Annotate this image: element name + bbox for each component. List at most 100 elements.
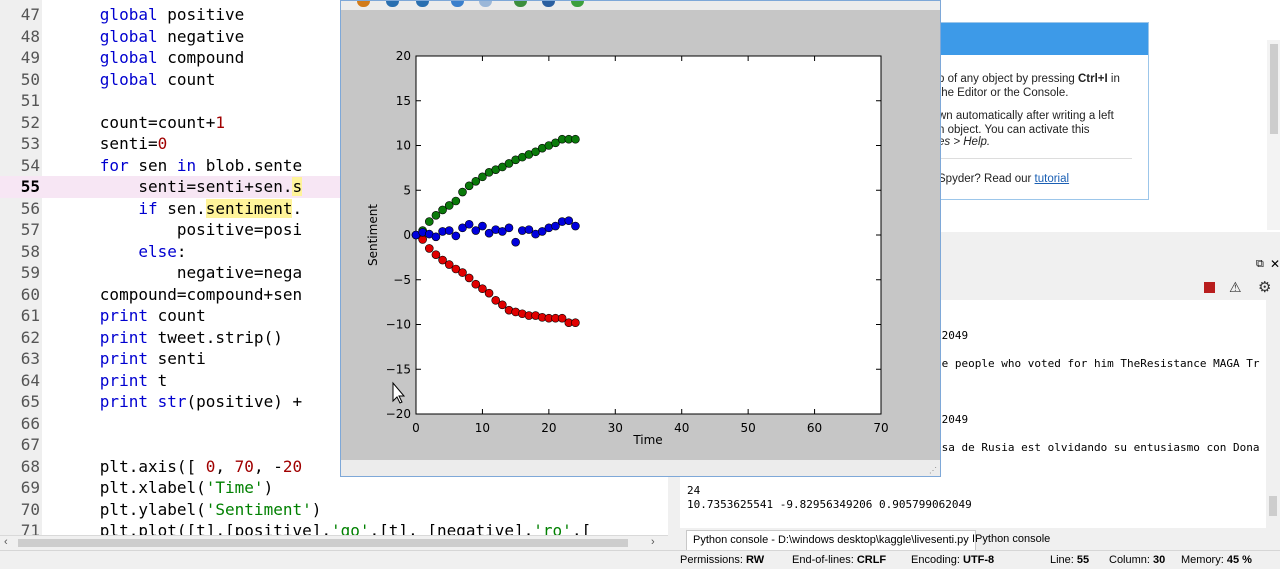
code-line[interactable]: 62 print tweet.strip(): [0, 327, 668, 349]
code-text: negative=nega: [42, 262, 302, 284]
status-permissions: Permissions: RW: [680, 554, 765, 566]
compound-point: [524, 225, 534, 234]
scrollbar-thumb[interactable]: [1269, 496, 1277, 516]
code-token: [42, 371, 100, 390]
code-token: global: [99, 5, 158, 24]
undock-icon[interactable]: ⧉: [1256, 258, 1264, 270]
help-scrollbar[interactable]: [1267, 40, 1280, 230]
code-token: 'Sentiment': [205, 499, 312, 519]
code-token: in: [176, 155, 197, 175]
code-line[interactable]: 50 global count: [0, 69, 668, 91]
code-line[interactable]: 56 if sen.sentiment.: [0, 198, 668, 220]
positive-point: [471, 177, 481, 186]
scrollbar-thumb[interactable]: [1270, 44, 1278, 134]
zoom-icon[interactable]: [479, 1, 492, 7]
code-line[interactable]: 66: [0, 413, 668, 435]
scroll-right-icon[interactable]: ›: [651, 536, 655, 548]
code-text: print tweet.strip(): [42, 327, 283, 349]
code-line[interactable]: 57 positive=posi: [0, 219, 668, 241]
compound-point: [551, 221, 560, 231]
warning-icon[interactable]: ⚠: [1229, 279, 1242, 295]
negative-point: [557, 313, 567, 323]
positive-point: [571, 134, 580, 144]
y-tick-label: 15: [396, 94, 411, 108]
code-line[interactable]: 48 global negative: [0, 26, 668, 48]
close-pane-icon[interactable]: ✕: [1270, 257, 1280, 271]
code-line[interactable]: 70 plt.ylabel('Sentiment'): [0, 499, 668, 521]
code-line[interactable]: 69 plt.xlabel('Time'): [0, 477, 668, 499]
code-token: compound: [157, 48, 245, 67]
code-text: senti=0: [42, 133, 167, 155]
home-icon[interactable]: [357, 1, 370, 7]
code-token: print: [99, 392, 148, 411]
code-token: count: [157, 69, 216, 89]
y-tick-label: −5: [393, 273, 411, 287]
line-number: 49: [20, 48, 40, 67]
code-line[interactable]: 64 print t: [0, 370, 668, 392]
code-line[interactable]: 52 count=count+1: [0, 112, 668, 134]
negative-point: [451, 264, 461, 274]
code-line[interactable]: 58 else:: [0, 241, 668, 263]
code-line[interactable]: 59 negative=nega: [0, 262, 668, 284]
stop-icon[interactable]: [1204, 282, 1215, 293]
compound-point: [511, 237, 520, 247]
code-token: for: [99, 155, 129, 175]
code-line[interactable]: 53 senti=0: [0, 133, 668, 155]
x-axis-label: Time: [632, 433, 662, 447]
scroll-left-icon[interactable]: ‹: [4, 536, 8, 548]
console-scrollbar[interactable]: [1266, 300, 1280, 528]
gear-icon[interactable]: ⚙: [1258, 279, 1272, 296]
code-text: global positive: [42, 4, 245, 26]
resize-grip-icon[interactable]: ⋰: [929, 466, 937, 475]
code-line[interactable]: 71 plt.plot([t],[positive],'go',[t], [ne…: [0, 520, 668, 535]
code-token: positive: [157, 5, 245, 24]
pan-icon[interactable]: [451, 1, 464, 7]
help-tutorial-line: Spyder? Read our tutorial: [938, 173, 1070, 185]
configure-subplots-icon[interactable]: [514, 1, 527, 7]
code-line[interactable]: 68 plt.axis([ 0, 70, -20: [0, 456, 668, 478]
positive-point: [464, 181, 474, 191]
figure-window[interactable]: 0 10 20 30 40 50 60 70 20 15 10 5 0 −5 −10 −15 −20 Time …: [340, 0, 941, 477]
code-token: sen: [128, 155, 177, 175]
forward-icon[interactable]: [416, 1, 429, 7]
status-encoding: Encoding: UTF-8: [911, 554, 995, 566]
editor-horizontal-scrollbar[interactable]: ‹ ›: [0, 535, 668, 549]
code-line[interactable]: 63 print senti: [0, 348, 668, 370]
y-tick-label: 0: [403, 228, 411, 242]
code-line[interactable]: 60 compound=compound+sen: [0, 284, 668, 306]
tutorial-link[interactable]: tutorial: [1034, 173, 1070, 185]
y-tick-label: −20: [386, 407, 411, 421]
code-line[interactable]: 49 global compound: [0, 47, 668, 69]
back-icon[interactable]: [386, 1, 399, 7]
code-line[interactable]: 54 for sen in blob.sente: [0, 155, 668, 177]
save-icon[interactable]: [542, 1, 555, 7]
code-token: [42, 306, 100, 325]
negative-point: [478, 284, 487, 294]
plot-area: [415, 55, 882, 415]
code-token: if: [138, 198, 158, 218]
line-number: 66: [20, 413, 40, 433]
edit-parameters-icon[interactable]: [571, 1, 584, 7]
line-number: 63: [20, 349, 40, 368]
code-line[interactable]: 65 print str(positive) +: [0, 391, 668, 413]
code-token: compound=compound+sen: [42, 284, 303, 304]
compound-point: [484, 228, 494, 238]
code-line[interactable]: 47 global positive: [0, 4, 668, 26]
code-token: plt.plot([t],[positive],: [42, 521, 331, 535]
code-line[interactable]: 51: [0, 90, 668, 112]
help-text-line: p of any object by pressing Ctrl+I in: [938, 73, 1120, 85]
code-token: print: [99, 327, 148, 347]
code-token: print: [99, 306, 148, 325]
compound-point: [537, 227, 547, 236]
line-number: 50: [20, 69, 40, 89]
scrollbar-thumb[interactable]: [18, 539, 628, 547]
code-token: , -: [253, 456, 283, 476]
tab-ipython-console[interactable]: IPython console: [972, 533, 1051, 545]
code-text: plt.axis([ 0, 70, -20: [42, 456, 302, 478]
code-token: [42, 349, 100, 368]
tab-python-console[interactable]: Python console - D:\windows desktop\kagg…: [686, 530, 976, 550]
code-token: positive=posi: [42, 220, 303, 239]
code-line[interactable]: 61 print count: [0, 305, 668, 327]
code-line[interactable]: 67: [0, 434, 668, 456]
